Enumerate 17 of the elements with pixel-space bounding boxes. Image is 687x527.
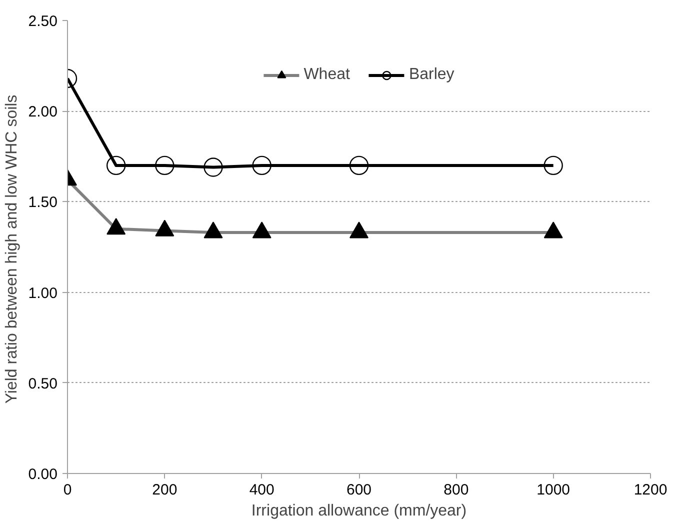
y-tick-label: 1.50 bbox=[28, 194, 58, 212]
y-tick-label: 0.50 bbox=[28, 375, 58, 392]
x-tick-label: 0 bbox=[63, 482, 72, 498]
legend-label: Barley bbox=[408, 66, 454, 84]
x-tick-label: 200 bbox=[152, 482, 178, 498]
x-tick-label: 800 bbox=[444, 482, 469, 498]
x-tick-label: 1200 bbox=[634, 482, 668, 498]
legend-label: Wheat bbox=[304, 66, 350, 84]
x-tick-label: 1000 bbox=[536, 482, 570, 498]
y-tick-label: 0.00 bbox=[28, 466, 58, 483]
x-tick-label: 600 bbox=[346, 482, 372, 498]
y-tick-label: 1.00 bbox=[28, 284, 58, 302]
x-axis-title: Irrigation allowance (mm/year) bbox=[251, 502, 467, 520]
y-tick-label: 2.00 bbox=[28, 104, 58, 121]
y-tick-label: 2.50 bbox=[28, 13, 58, 30]
y-axis-title: Yield ratio between high and low WHC soils bbox=[3, 94, 20, 404]
x-tick-label: 400 bbox=[249, 482, 274, 498]
